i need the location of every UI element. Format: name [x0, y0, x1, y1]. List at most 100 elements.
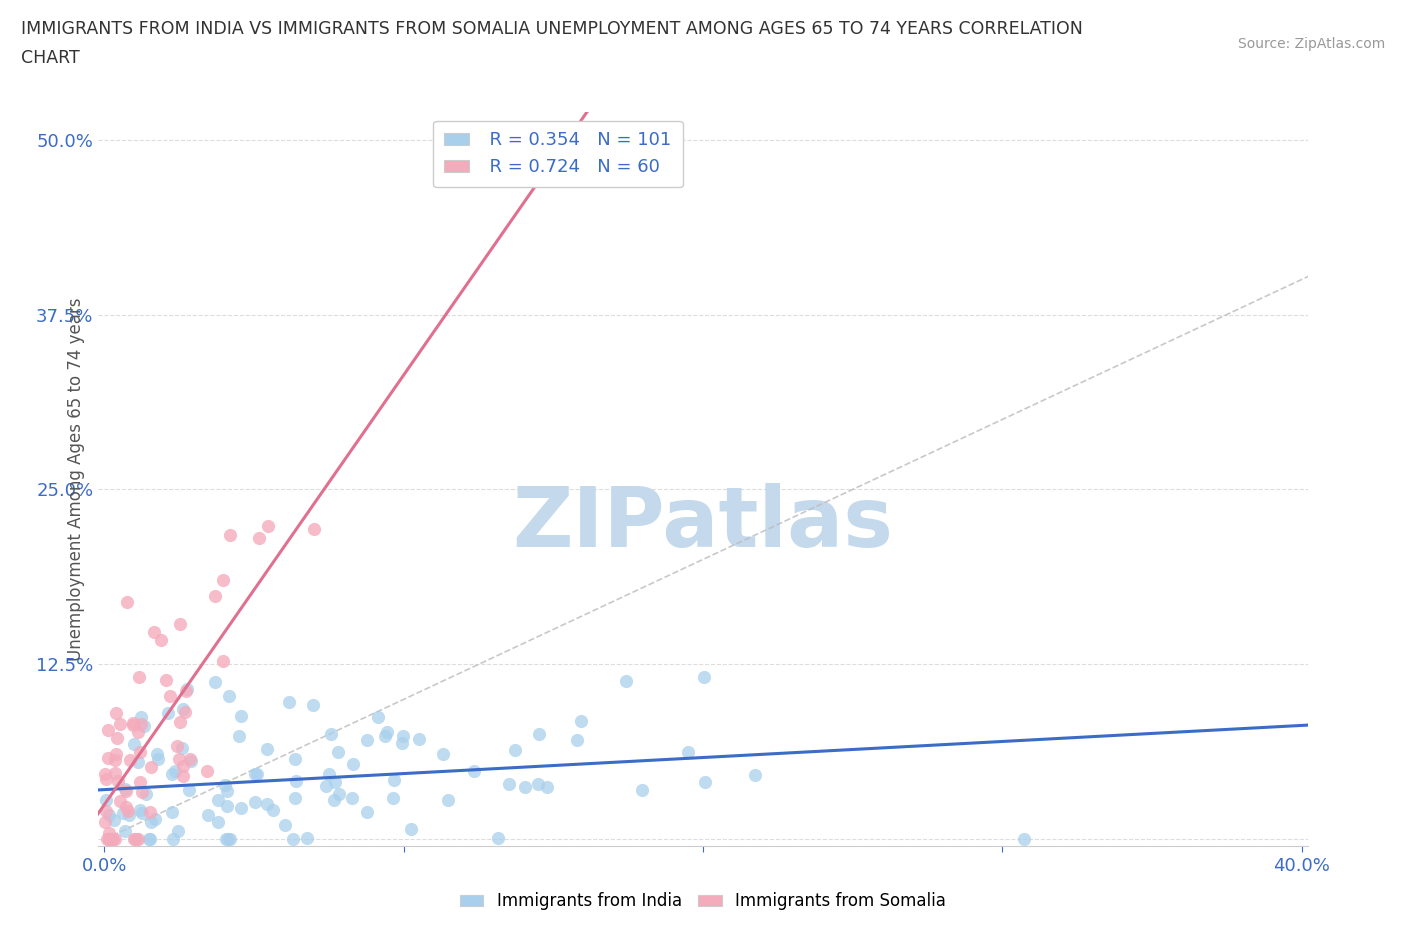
Point	[498, 777, 520, 791]
Point	[243, 766, 266, 781]
Point	[101, 831, 124, 846]
Point	[129, 744, 152, 759]
Point	[214, 777, 236, 792]
Point	[1012, 831, 1035, 846]
Point	[97, 831, 120, 846]
Point	[122, 737, 145, 751]
Point	[207, 815, 229, 830]
Point	[107, 774, 129, 789]
Point	[284, 790, 307, 805]
Point	[322, 792, 344, 807]
Point	[678, 744, 700, 759]
Point	[115, 594, 138, 609]
Point	[159, 688, 181, 703]
Point	[98, 831, 121, 846]
Point	[172, 769, 194, 784]
Point	[197, 807, 219, 822]
Point	[127, 754, 149, 769]
Point	[127, 724, 149, 739]
Point	[143, 625, 166, 640]
Point	[138, 831, 160, 846]
Point	[176, 681, 198, 696]
Point	[513, 779, 536, 794]
Point	[118, 752, 141, 767]
Point	[325, 775, 347, 790]
Point	[172, 740, 194, 755]
Point	[121, 716, 143, 731]
Point	[131, 805, 153, 820]
Point	[367, 710, 389, 724]
Point	[245, 794, 267, 809]
Point	[616, 674, 638, 689]
Point	[97, 831, 120, 846]
Point	[167, 751, 190, 766]
Point	[124, 831, 146, 846]
Point	[172, 758, 194, 773]
Point	[569, 714, 592, 729]
Point	[101, 831, 124, 846]
Point	[129, 716, 152, 731]
Point	[212, 653, 235, 668]
Point	[96, 831, 118, 846]
Point	[391, 735, 413, 750]
Point	[257, 519, 280, 534]
Point	[98, 808, 121, 823]
Point	[172, 702, 194, 717]
Point	[139, 804, 162, 819]
Point	[231, 801, 253, 816]
Point	[693, 670, 716, 684]
Point	[382, 790, 405, 805]
Point	[104, 766, 127, 781]
Point	[212, 572, 235, 587]
Point	[536, 779, 558, 794]
Point	[318, 766, 340, 781]
Point	[146, 751, 169, 766]
Point	[356, 733, 378, 748]
Point	[132, 719, 155, 734]
Y-axis label: Unemployment Among Ages 65 to 74 years: Unemployment Among Ages 65 to 74 years	[66, 298, 84, 660]
Point	[128, 670, 150, 684]
Point	[693, 775, 716, 790]
Point	[375, 724, 398, 739]
Point	[143, 811, 166, 826]
Point	[215, 831, 238, 846]
Point	[157, 705, 180, 720]
Point	[262, 803, 284, 817]
Point	[124, 831, 146, 846]
Point	[166, 738, 188, 753]
Point	[217, 831, 239, 846]
Point	[162, 831, 184, 846]
Point	[315, 779, 337, 794]
Point	[567, 733, 589, 748]
Point	[204, 589, 226, 604]
Point	[246, 766, 269, 781]
Point	[169, 714, 191, 729]
Legend:   R = 0.354   N = 101,   R = 0.724   N = 60: R = 0.354 N = 101, R = 0.724 N = 60	[433, 121, 682, 187]
Point	[283, 831, 305, 846]
Point	[399, 821, 422, 836]
Point	[162, 804, 184, 819]
Point	[302, 698, 325, 712]
Point	[218, 688, 240, 703]
Point	[94, 792, 117, 807]
Point	[463, 764, 485, 778]
Point	[100, 831, 122, 846]
Point	[110, 717, 132, 732]
Point	[108, 794, 131, 809]
Point	[165, 764, 187, 778]
Legend: Immigrants from India, Immigrants from Somalia: Immigrants from India, Immigrants from S…	[453, 885, 953, 917]
Point	[134, 787, 156, 802]
Point	[174, 684, 197, 698]
Point	[432, 746, 454, 761]
Point	[437, 792, 460, 807]
Point	[195, 764, 218, 779]
Point	[111, 805, 134, 820]
Point	[179, 783, 201, 798]
Point	[180, 753, 202, 768]
Point	[744, 768, 766, 783]
Point	[169, 617, 191, 631]
Point	[128, 803, 150, 817]
Point	[217, 783, 239, 798]
Point	[247, 530, 270, 545]
Point	[342, 756, 364, 771]
